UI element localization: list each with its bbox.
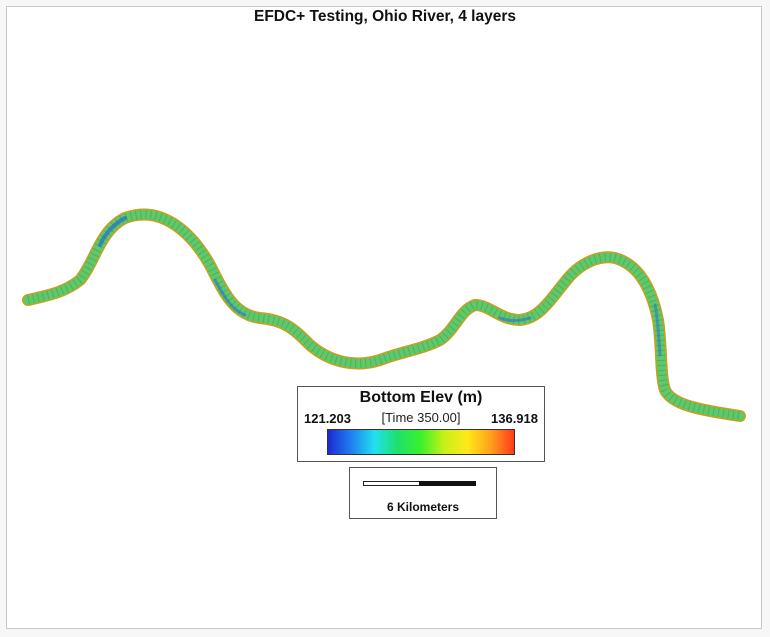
scale-bar	[363, 481, 476, 486]
legend-title: Bottom Elev (m)	[359, 389, 483, 406]
river-deep-segment	[498, 316, 532, 323]
river-deep-segment	[653, 303, 662, 357]
river-deep-segment	[213, 278, 247, 317]
legend-time: [Time 350.00]	[381, 410, 461, 425]
map-title: EFDC+ Testing, Ohio River, 4 layers	[253, 8, 516, 25]
color-legend: Bottom Elev (m) 121.203 [Time 350.00] 13…	[297, 386, 545, 462]
scale-bar-label: 6 Kilometers	[386, 500, 460, 514]
map-frame	[6, 6, 762, 629]
scale-bar-segment	[419, 481, 476, 486]
legend-min-value: 121.203	[304, 411, 351, 426]
river-deep-segment	[98, 216, 127, 247]
legend-max-value: 136.918	[491, 411, 538, 426]
legend-colorbar	[327, 429, 515, 455]
river-grid-lines	[27, 210, 741, 421]
scale-bar-box: 6 Kilometers	[349, 467, 497, 519]
